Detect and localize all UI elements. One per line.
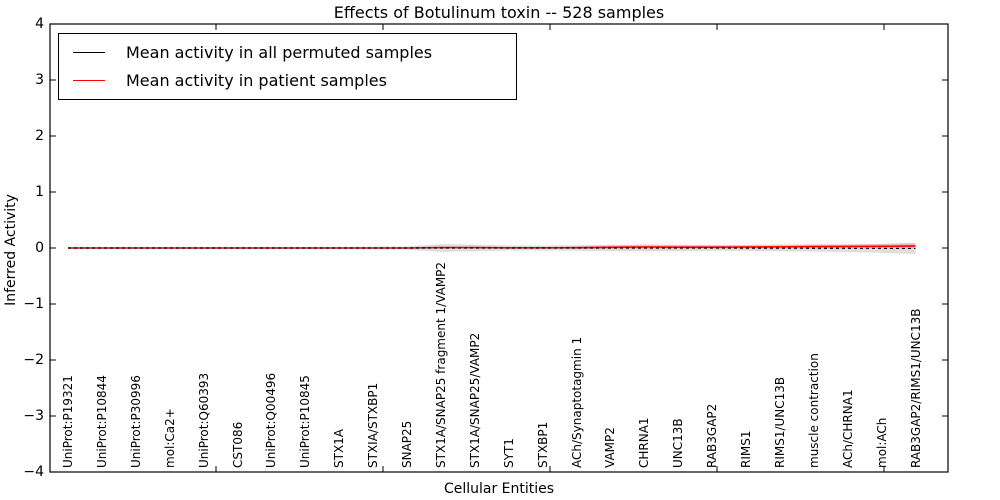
legend-item-patient: Mean activity in patient samples (59, 67, 516, 95)
y-tick-label: −1 (23, 296, 44, 312)
chart-title: Effects of Botulinum toxin -- 528 sample… (333, 3, 665, 22)
y-tick-label: 2 (35, 128, 44, 144)
y-tick-label: 4 (35, 16, 44, 32)
x-axis-label: Cellular Entities (443, 481, 555, 497)
legend-label: Mean activity in patient samples (126, 71, 387, 90)
data-lines (68, 245, 916, 250)
y-tick-label: 0 (35, 240, 44, 256)
series-line-patient (68, 245, 916, 249)
legend-item-permuted: Mean activity in all permuted samples (59, 39, 516, 67)
legend: Mean activity in all permuted samples Me… (58, 33, 517, 100)
legend-label: Mean activity in all permuted samples (126, 43, 433, 62)
legend-line-sample-black (73, 52, 105, 53)
tick-marks (50, 23, 948, 473)
y-tick-label: 1 (35, 184, 44, 200)
y-tick-label: 3 (35, 72, 44, 88)
y-tick-label: −4 (23, 464, 44, 480)
y-tick-label: −2 (23, 352, 44, 368)
legend-line-sample-red (73, 80, 105, 81)
y-tick-label: −3 (23, 408, 44, 424)
